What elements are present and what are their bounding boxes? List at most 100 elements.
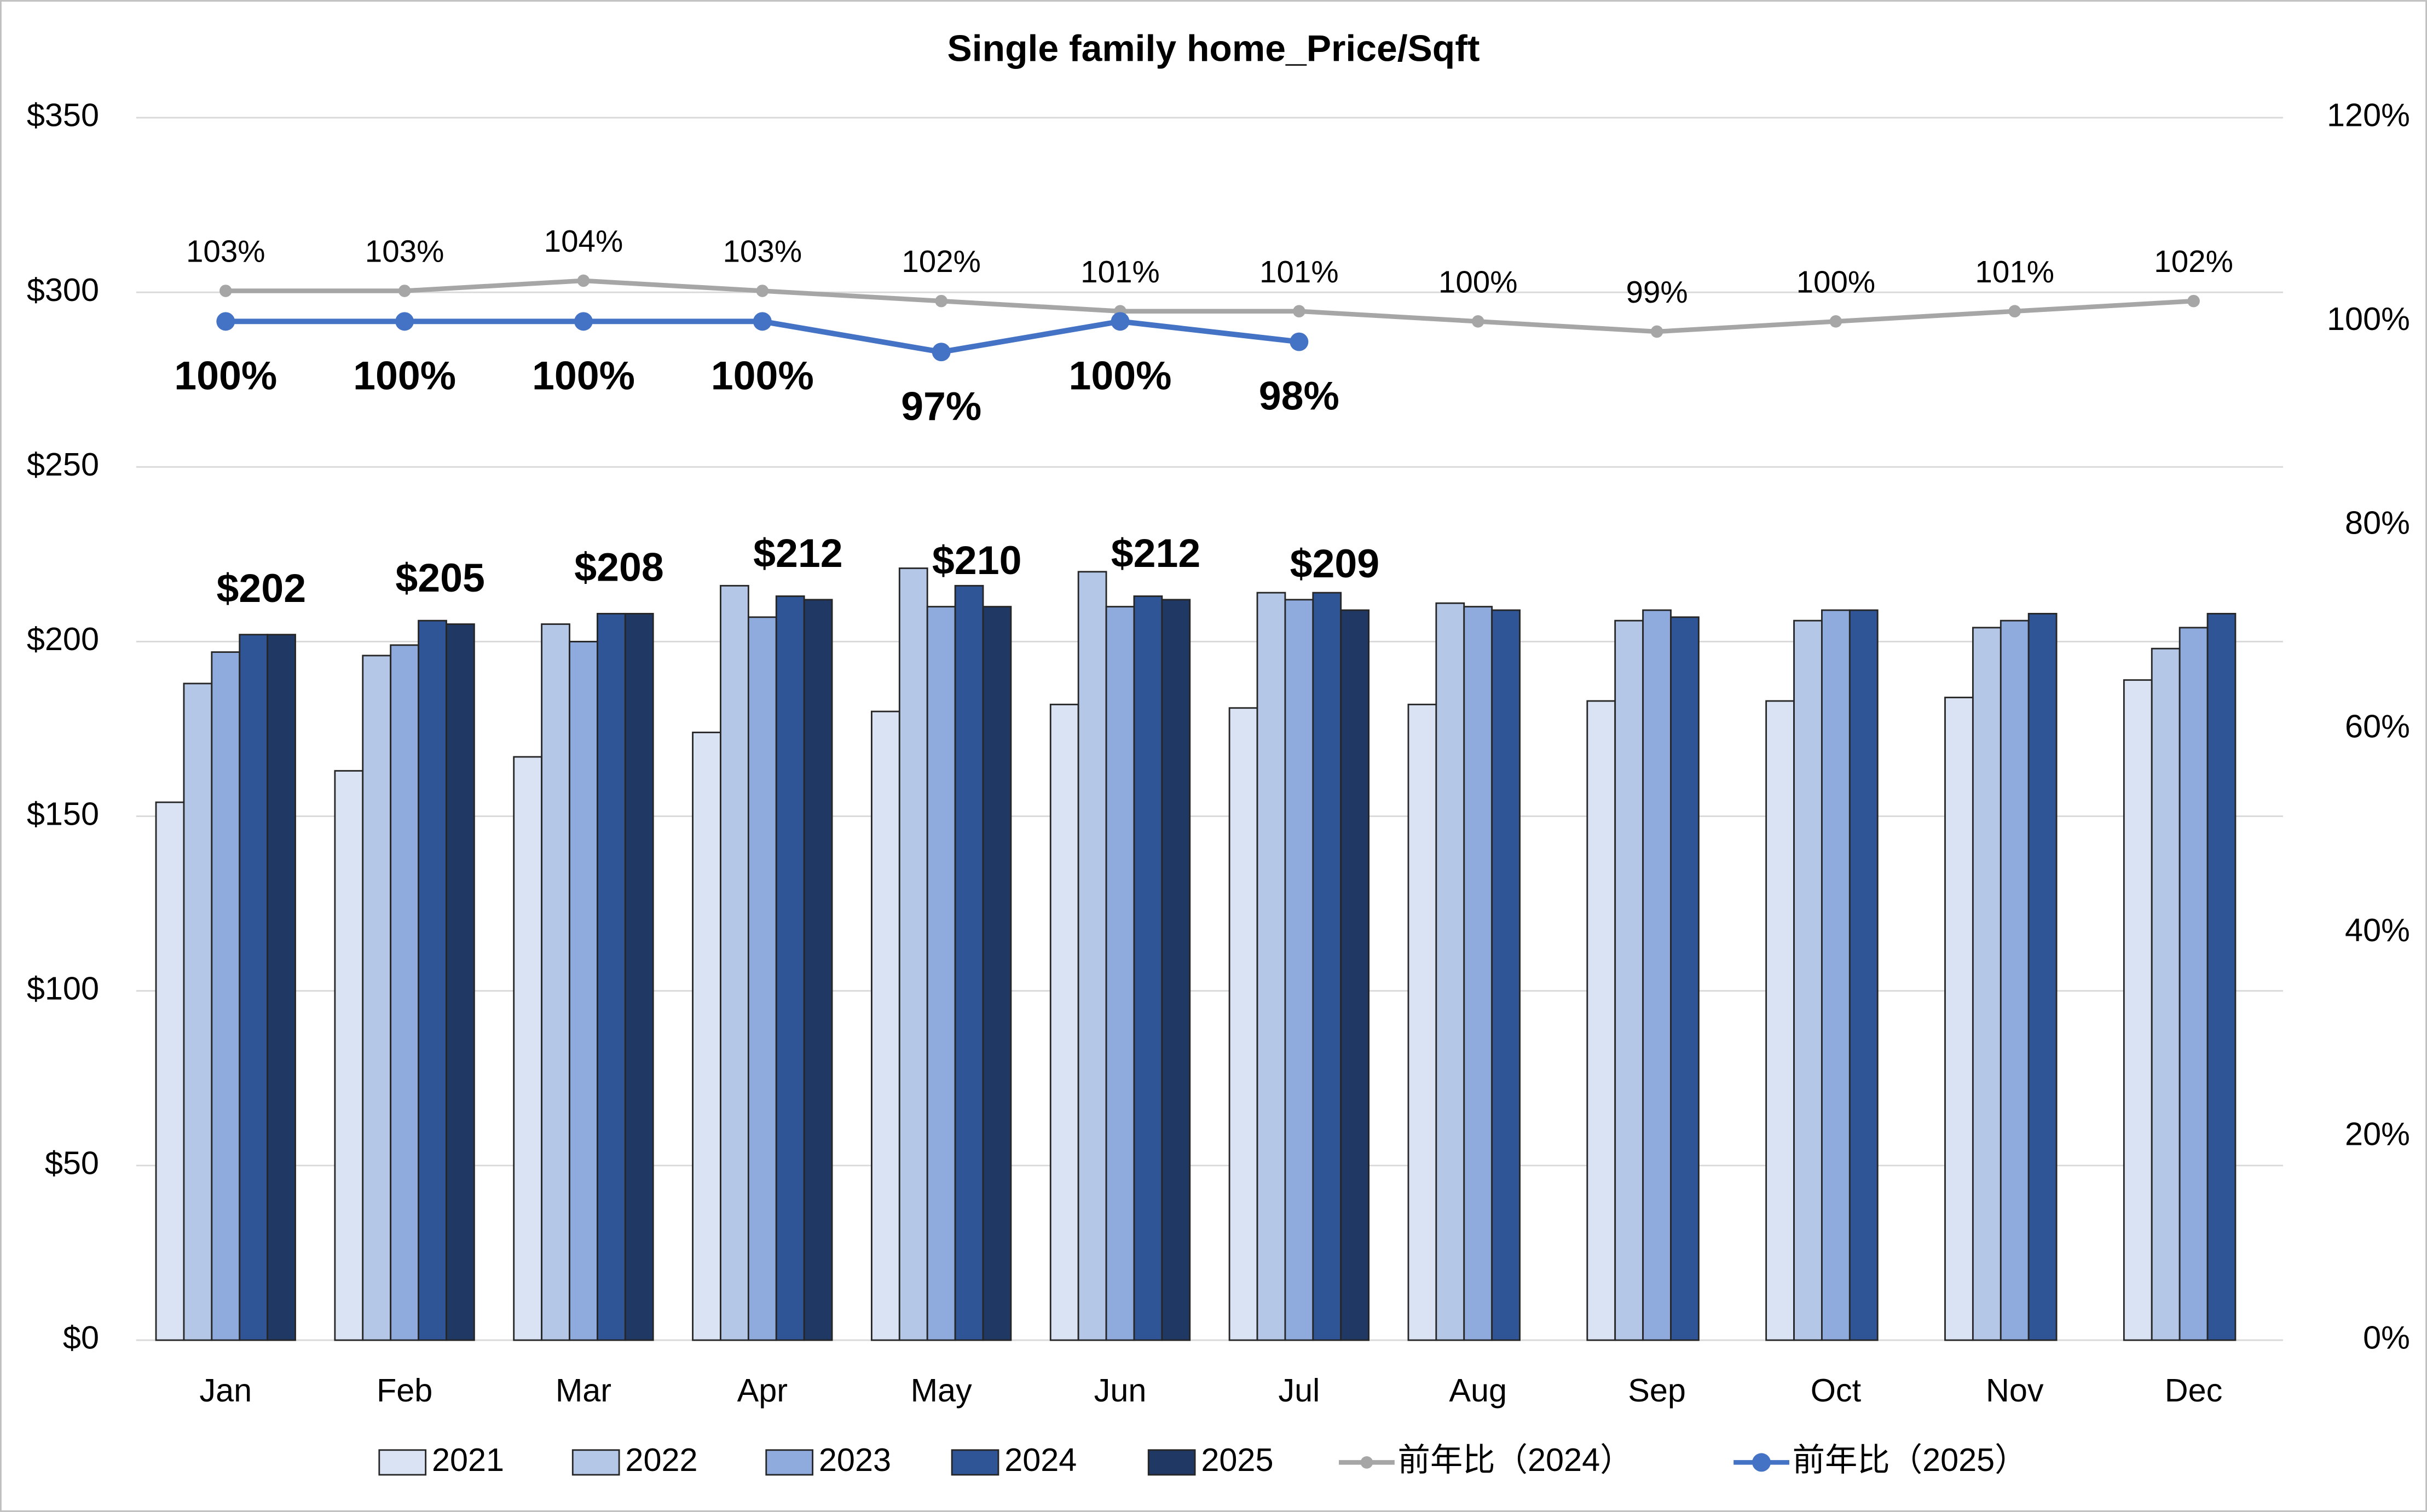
line-marker xyxy=(395,312,414,331)
bar-value-label: $212 xyxy=(1111,530,1201,576)
bar xyxy=(1049,703,1079,1341)
x-tick-label: Jun xyxy=(1094,1372,1147,1409)
bar xyxy=(1972,627,2002,1341)
line-value-label: 101% xyxy=(1975,254,2054,289)
line-value-label: 98% xyxy=(1259,373,1339,419)
y-tick-label: $300 xyxy=(27,271,99,308)
bar xyxy=(2000,619,2030,1341)
bar-value-label: $212 xyxy=(753,530,843,576)
line-marker xyxy=(753,312,772,331)
bar xyxy=(1161,599,1191,1341)
line-marker xyxy=(1290,332,1309,351)
bar-value-label: $205 xyxy=(395,555,485,600)
legend-swatch xyxy=(1752,1453,1771,1472)
line-value-label: 100% xyxy=(1796,264,1876,299)
y2-tick-label: 0% xyxy=(2363,1319,2410,1356)
line-value-label: 101% xyxy=(1080,254,1160,289)
line-marker xyxy=(2008,305,2021,318)
y-tick-label: $200 xyxy=(27,621,99,657)
y-tick-label: $50 xyxy=(45,1145,99,1181)
x-tick-label: Nov xyxy=(1986,1372,2044,1409)
chart-title: Single family home_Price/Sqft xyxy=(947,28,1480,69)
line-marker xyxy=(756,285,769,297)
legend-swatch xyxy=(378,1449,427,1476)
bar xyxy=(390,644,419,1341)
bar xyxy=(1586,700,1616,1341)
bar xyxy=(362,654,392,1341)
bar-value-label: $208 xyxy=(574,544,664,590)
legend-label: 2024 xyxy=(1004,1441,1077,1478)
line-value-label: 103% xyxy=(365,234,444,269)
bar xyxy=(1491,609,1521,1341)
bar xyxy=(1463,606,1493,1341)
bar xyxy=(1670,616,1700,1341)
bar xyxy=(2206,612,2237,1341)
legend-label: 2023 xyxy=(819,1441,891,1478)
x-tick-label: Oct xyxy=(1811,1372,1862,1409)
bar xyxy=(1228,707,1258,1341)
bar-value-label: $210 xyxy=(932,537,1022,583)
bar xyxy=(2027,612,2058,1341)
y2-tick-label: 100% xyxy=(2327,300,2410,337)
line-series xyxy=(226,278,2194,334)
line-value-label: 101% xyxy=(1259,254,1339,289)
bar xyxy=(239,634,269,1341)
line-marker xyxy=(398,285,411,297)
bar xyxy=(2178,627,2209,1341)
y-tick-label: $0 xyxy=(63,1319,99,1356)
bar xyxy=(1105,606,1135,1341)
line-marker xyxy=(1471,315,1484,328)
x-tick-label: Dec xyxy=(2165,1372,2223,1409)
legend-swatch xyxy=(1147,1449,1196,1476)
x-tick-label: May xyxy=(911,1372,972,1409)
y-tick-label: $350 xyxy=(27,97,99,134)
bar xyxy=(747,616,777,1341)
bar xyxy=(775,595,805,1341)
legend-swatch xyxy=(951,1449,999,1476)
line-value-label: 100% xyxy=(711,352,814,398)
bar xyxy=(211,651,241,1341)
line-value-label: 103% xyxy=(186,234,265,269)
bar xyxy=(624,612,654,1341)
line-marker xyxy=(1650,325,1663,338)
y-tick-label: $100 xyxy=(27,970,99,1006)
bar-value-label: $202 xyxy=(217,565,307,611)
line-marker xyxy=(1829,315,1842,328)
bar xyxy=(870,710,900,1341)
line-value-label: 102% xyxy=(902,244,981,279)
bar xyxy=(569,641,598,1341)
bar xyxy=(1312,592,1342,1341)
line-marker xyxy=(2187,294,2200,308)
bar xyxy=(446,623,475,1341)
y2-tick-label: 80% xyxy=(2345,504,2410,541)
line-marker xyxy=(219,285,232,297)
line-value-label: 100% xyxy=(1438,264,1518,299)
bar xyxy=(1256,592,1286,1341)
legend-label: 前年比（2025） xyxy=(1793,1441,2027,1478)
bar xyxy=(803,599,833,1341)
legend-label: 2021 xyxy=(432,1441,504,1478)
bar xyxy=(1407,703,1437,1341)
bar xyxy=(1340,609,1370,1341)
x-tick-label: Aug xyxy=(1449,1372,1507,1409)
y2-tick-label: 60% xyxy=(2345,708,2410,745)
line-value-label: 100% xyxy=(353,352,456,398)
bar xyxy=(1642,609,1672,1341)
bar xyxy=(183,682,213,1341)
line-value-label: 103% xyxy=(723,234,802,269)
bar xyxy=(2151,647,2181,1341)
x-tick-label: Mar xyxy=(556,1372,611,1409)
bar-value-label: $209 xyxy=(1290,541,1380,586)
bar xyxy=(1793,619,1823,1341)
line-marker xyxy=(216,312,235,331)
bar xyxy=(692,731,721,1341)
bar xyxy=(720,584,749,1341)
y2-tick-label: 40% xyxy=(2345,912,2410,948)
line-marker xyxy=(574,312,593,331)
bar xyxy=(1944,697,1974,1341)
line-marker xyxy=(577,274,590,287)
line-value-label: 100% xyxy=(532,352,635,398)
bar xyxy=(1133,595,1163,1341)
